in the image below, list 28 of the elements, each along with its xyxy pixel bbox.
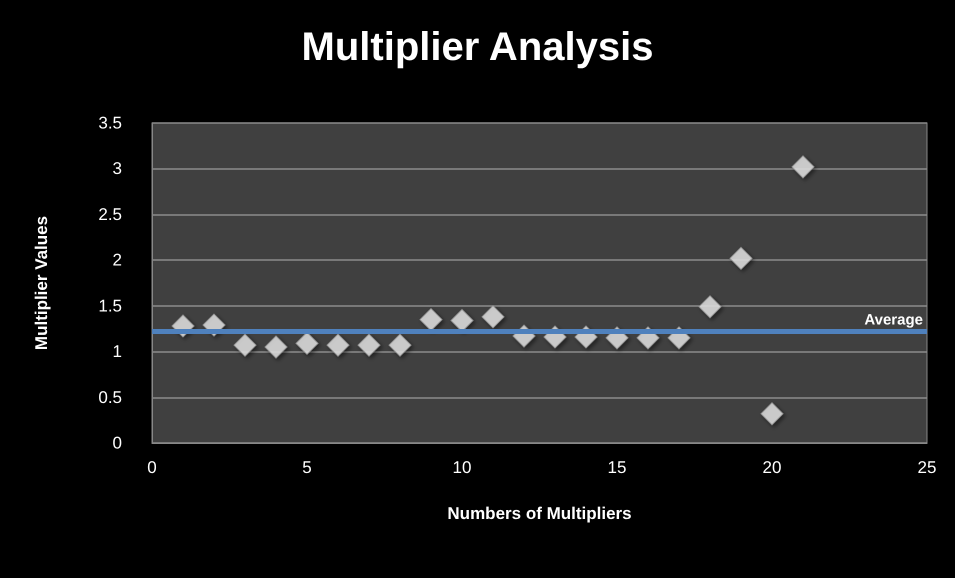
ref-line-label: Average xyxy=(864,311,923,328)
point xyxy=(234,334,256,357)
x-tick-label: 0 xyxy=(147,458,157,477)
y-tick-label: 3 xyxy=(112,159,122,178)
y-tick-label: 1 xyxy=(112,342,122,362)
x-tick-label: 5 xyxy=(302,458,312,477)
point xyxy=(760,402,784,426)
y-tick-label: 1.5 xyxy=(98,296,122,316)
point xyxy=(264,336,288,358)
y-tick-label: 2.5 xyxy=(98,204,122,224)
point xyxy=(326,334,350,357)
chart-title: Multiplier Analysis xyxy=(302,25,654,69)
point xyxy=(792,155,814,178)
x-tick-label: 10 xyxy=(452,458,472,477)
y-tick-label: 0.5 xyxy=(98,388,122,407)
point xyxy=(358,334,380,357)
x-tick-label: 25 xyxy=(918,458,936,477)
x-axis-title: Numbers of Multipliers xyxy=(447,504,632,523)
y-axis-title: Multiplier Values xyxy=(32,216,51,350)
point xyxy=(730,246,752,270)
point xyxy=(388,334,412,357)
point xyxy=(482,305,504,328)
y-tick-label: 0 xyxy=(112,434,122,452)
point xyxy=(698,295,722,318)
x-tick-label: 15 xyxy=(608,458,626,477)
y-tick-label: 2 xyxy=(112,250,122,270)
y-tick-label: 3.5 xyxy=(98,114,122,132)
x-tick-label: 20 xyxy=(762,458,782,477)
